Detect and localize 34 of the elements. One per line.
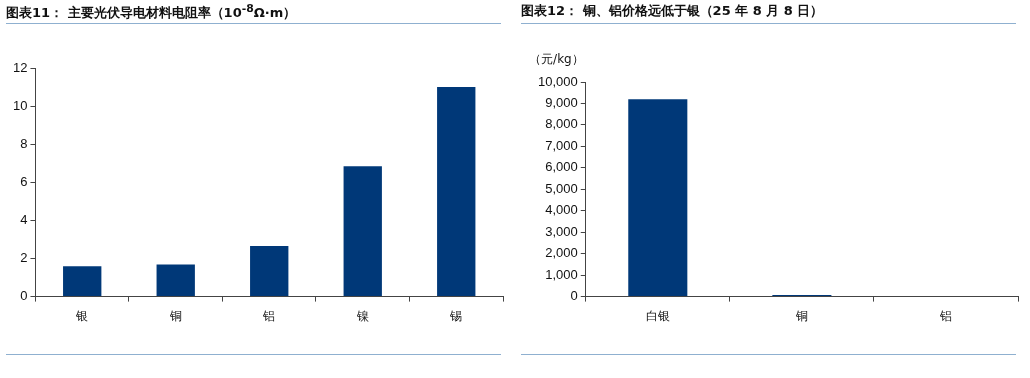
x-tick-label: 镍 (355, 308, 369, 323)
y-tick-label: 4 (20, 211, 28, 227)
y-tick-label: 0 (570, 288, 578, 304)
y-tick-label: 5,000 (545, 180, 578, 196)
y-tick-label: 7,000 (545, 137, 578, 153)
x-tick-label: 铜 (794, 308, 808, 323)
bar (437, 87, 476, 297)
y-tick-label: 10 (12, 97, 28, 113)
y-tick-label: 8,000 (545, 116, 578, 132)
y-tick-label: 1,000 (545, 266, 578, 282)
bar (250, 246, 289, 297)
y-tick-label: 3,000 (545, 223, 578, 239)
y-tick-label: 4,000 (545, 202, 578, 218)
x-tick-label: 铝 (262, 308, 276, 323)
chart-title: 图表12： 铜、铝价格远低于银（25 年 8 月 8 日） (521, 2, 824, 20)
x-tick-label: 白银 (645, 308, 670, 323)
y-tick-label: 0 (20, 288, 28, 304)
chart-title: 图表11： 主要光伏导电材料电阻率（10$^{-8}$Ω·m） (6, 2, 297, 23)
x-tick-label: 银 (75, 308, 89, 323)
bar (156, 264, 195, 297)
y-tick-label: 9,000 (545, 95, 578, 111)
x-tick-label: 铝 (938, 308, 952, 323)
y-tick-label: 10,000 (538, 73, 578, 89)
y-tick-label: 6 (20, 173, 28, 189)
y-tick-label: 2,000 (545, 245, 578, 261)
x-tick-label: 铜 (168, 308, 182, 323)
y-tick-label: 2 (20, 250, 28, 266)
y-tick-label: 8 (20, 135, 28, 151)
bar (343, 166, 382, 297)
bar (63, 266, 102, 297)
y-tick-label: 6,000 (545, 159, 578, 175)
y-axis-title: （元/kg） (529, 52, 584, 67)
y-tick-label: 12 (12, 59, 28, 75)
x-tick-label: 锡 (449, 308, 463, 323)
